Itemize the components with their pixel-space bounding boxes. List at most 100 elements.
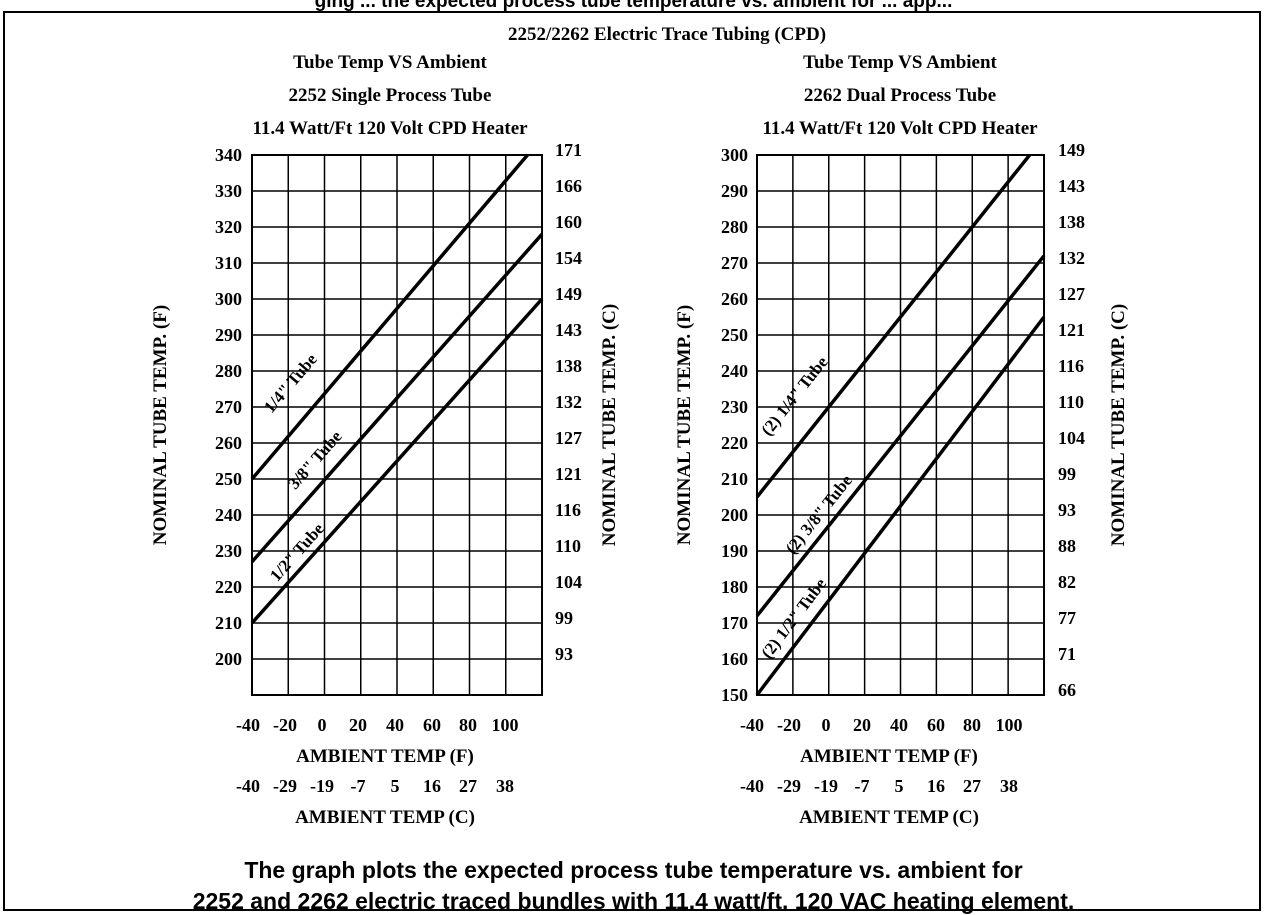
chart1-x-axis-label-c: AMBIENT TEMP (C): [295, 807, 475, 828]
caption-line-1: The graph plots the expected process tub…: [244, 857, 1023, 883]
chart2-y-tick-label: 150: [721, 685, 748, 705]
cropped-top-caption: ging ... the expected process tube tempe…: [314, 0, 953, 12]
chart2-y-right-tick-label: 138: [1058, 212, 1085, 232]
chart2-series-label-1: (2) 1/4" Tube: [757, 352, 832, 439]
chart2-x-tick-label-c: -19: [814, 776, 838, 796]
chart1-x-tick-label: 80: [459, 715, 477, 735]
chart1-y-axis-label: NOMINAL TUBE TEMP. (F): [150, 305, 171, 545]
chart2-y-tick-label: 260: [721, 289, 748, 309]
chart1-y-tick-label: 240: [215, 505, 242, 525]
chart2-title-line-3: 11.4 Watt/Ft 120 Volt CPD Heater: [762, 118, 1038, 139]
chart2-y-tick-label: 280: [721, 217, 748, 237]
chart2-y-right-tick-label: 66: [1058, 680, 1076, 700]
chart1-y-right-tick-label: 127: [555, 428, 582, 448]
chart1-x-tick-label-c: -29: [273, 776, 297, 796]
chart2-y-right-tick-label: 116: [1058, 356, 1084, 376]
chart1-series-label-2: 3/8" Tube: [284, 427, 346, 493]
chart2-y-right-tick-label: 110: [1058, 392, 1084, 412]
chart1-y-right-tick-label: 93: [555, 644, 573, 664]
chart1-y-right-tick-label: 110: [555, 536, 581, 556]
chart2-x-tick-label: 60: [927, 715, 945, 735]
chart1-y-right-tick-label: 99: [555, 608, 573, 628]
chart2-y-right-tick-label: 82: [1058, 572, 1076, 592]
chart2-y-tick-label: 170: [721, 613, 748, 633]
chart1-y-right-tick-label: 149: [555, 284, 582, 304]
chart2-y-right-tick-label: 127: [1058, 284, 1085, 304]
chart1-y-tick-label: 330: [215, 181, 242, 201]
chart2-x-tick-label-c: 27: [963, 776, 981, 796]
chart2-series-line-2: [755, 254, 1046, 617]
chart1-series-line-1: [250, 153, 529, 481]
chart1-title-line-2: 2252 Single Process Tube: [289, 85, 492, 106]
chart2-x-tick-label: 80: [963, 715, 981, 735]
chart1-x-tick-label-c: 16: [423, 776, 441, 796]
chart2-y-axis-label: NOMINAL TUBE TEMP. (F): [674, 305, 695, 545]
chart2-title-line-2: 2262 Dual Process Tube: [804, 85, 996, 106]
chart2-x-tick-label-c: 5: [895, 776, 904, 796]
chart1-series-line-3: [250, 297, 544, 625]
figure-frame: [3, 11, 1261, 911]
chart2-x-tick-label-c: 16: [927, 776, 945, 796]
chart1-plot-border: [251, 154, 543, 696]
chart2-x-tick-label-c: 38: [1000, 776, 1018, 796]
chart2-x-tick-label-c: -29: [777, 776, 801, 796]
chart2-y-tick-label: 190: [721, 541, 748, 561]
chart2-x-axis-label-c: AMBIENT TEMP (C): [799, 807, 979, 828]
chart2-y-right-tick-label: 77: [1058, 608, 1076, 628]
chart2-y-tick-label: 180: [721, 577, 748, 597]
chart2-y-tick-label: 300: [721, 145, 748, 165]
chart1-y-tick-label: 310: [215, 253, 242, 273]
chart1-y-tick-label: 300: [215, 289, 242, 309]
chart1-x-tick-label-c: 5: [391, 776, 400, 796]
chart2-y-right-tick-label: 93: [1058, 500, 1076, 520]
chart2-y-tick-label: 230: [721, 397, 748, 417]
chart2-x-tick-label: -20: [777, 715, 801, 735]
chart2-x-tick-label: 20: [853, 715, 871, 735]
chart1-y-right-tick-label: 104: [555, 572, 582, 592]
chart2-title-line-1: Tube Temp VS Ambient: [803, 52, 997, 73]
chart1-y-tick-label: 270: [215, 397, 242, 417]
chart2-x-axis-label: AMBIENT TEMP (F): [800, 746, 978, 767]
chart1-y-tick-label: 250: [215, 469, 242, 489]
chart1-x-tick-label: 40: [386, 715, 404, 735]
chart2-y-tick-label: 160: [721, 649, 748, 669]
chart2-y-right-axis-label: NOMINAL TUBE TEMP. (C): [1108, 304, 1129, 546]
chart1-series-line-2: [250, 233, 544, 563]
chart1-y-right-tick-label: 116: [555, 500, 581, 520]
chart2-plot-border: [756, 154, 1045, 696]
chart2-y-tick-label: 240: [721, 361, 748, 381]
chart2-y-right-tick-label: 132: [1058, 248, 1085, 268]
chart1-y-right-tick-label: 154: [555, 248, 582, 268]
chart1-y-tick-label: 220: [215, 577, 242, 597]
chart1-x-tick-label: 100: [492, 715, 519, 735]
chart2-series-line-1: [755, 153, 1032, 499]
chart1-x-tick-label-c: 38: [496, 776, 514, 796]
chart1-y-right-tick-label: 138: [555, 356, 582, 376]
chart1-y-right-tick-label: 143: [555, 320, 582, 340]
chart1-x-tick-label: 60: [423, 715, 441, 735]
chart2-y-tick-label: 290: [721, 181, 748, 201]
chart2-y-tick-label: 210: [721, 469, 748, 489]
chart1-x-tick-label: -20: [273, 715, 297, 735]
chart1-x-axis-label: AMBIENT TEMP (F): [296, 746, 474, 767]
chart2-x-tick-label: -40: [740, 715, 764, 735]
chart2-y-right-tick-label: 149: [1058, 140, 1085, 160]
chart1-x-tick-label-c: 27: [459, 776, 477, 796]
chart2-y-right-tick-label: 104: [1058, 428, 1085, 448]
chart1-y-right-axis-label: NOMINAL TUBE TEMP. (C): [599, 304, 620, 546]
chart1-y-right-tick-label: 166: [555, 176, 582, 196]
chart2-y-right-tick-label: 71: [1058, 644, 1076, 664]
chart1-y-tick-label: 260: [215, 433, 242, 453]
chart2-x-tick-label: 100: [996, 715, 1023, 735]
chart2-y-tick-label: 250: [721, 325, 748, 345]
chart2-x-tick-label-c: -40: [740, 776, 764, 796]
figure-header-title: 2252/2262 Electric Trace Tubing (CPD): [508, 24, 826, 45]
chart1-y-tick-label: 210: [215, 613, 242, 633]
chart1-x-tick-label: 20: [349, 715, 367, 735]
chart1-x-tick-label: -40: [236, 715, 260, 735]
chart2-y-right-tick-label: 143: [1058, 176, 1085, 196]
chart1-y-right-tick-label: 132: [555, 392, 582, 412]
chart2-x-tick-label-c: -7: [855, 776, 870, 796]
